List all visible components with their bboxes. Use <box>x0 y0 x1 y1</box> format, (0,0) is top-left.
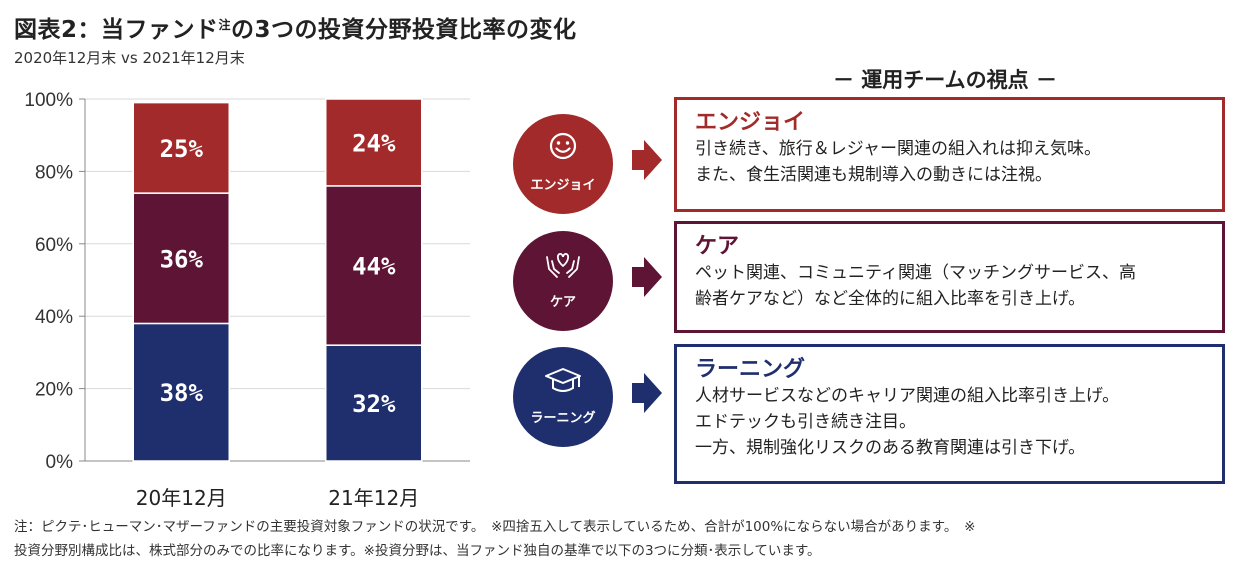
bar-segment <box>132 101 230 194</box>
y-tick-label: 0% <box>46 452 74 473</box>
data-label: 38% <box>160 379 204 407</box>
graduation-cap-icon <box>545 368 581 392</box>
y-tick-label: 100% <box>24 90 73 111</box>
care-view-box: ケア ペット関連、コミュニティ関連（マッチングサービス、高 齢者ケアなど）など全… <box>674 221 1225 333</box>
enjoy-view-box: エンジョイ 引き続き、旅行＆レジャー関連の組入れは抑え気味。 また、食生活関連も… <box>674 97 1225 212</box>
care-view-line: 齢者ケアなど）など全体的に組入比率を引き上げ。 <box>695 289 1086 309</box>
learning-arrow-icon <box>632 373 662 413</box>
care-arrow-icon <box>632 257 662 297</box>
learning-view-line: 一方、規制強化リスクのある教育関連は引き下げ。 <box>695 438 1086 458</box>
page-subtitle: 2020年12月末 vs 2021年12月末 <box>14 49 245 67</box>
care-circle-label: ケア <box>549 295 576 310</box>
learning-view-line: エドテックも引き続き注目。 <box>695 412 916 432</box>
title-note-marker: 注 <box>218 18 232 32</box>
footnote-line: 投資分野別構成比は、株式部分のみでの比率になります。※投資分野は、当ファンド独自… <box>14 543 821 559</box>
bar-segment <box>325 185 423 346</box>
learning-view-title: ラーニング <box>695 357 806 382</box>
enjoy-view-line: また、食生活関連も規制導入の動きには注視。 <box>695 165 1052 185</box>
y-tick-label: 60% <box>35 235 73 256</box>
enjoy-circle-label: エンジョイ <box>530 178 596 193</box>
y-tick-label: 20% <box>35 380 73 401</box>
care-view-line: ペット関連、コミュニティ関連（マッチングサービス、高 <box>695 263 1136 283</box>
team-view-heading: － 運用チームの視点 － <box>833 68 1057 92</box>
bar-segment <box>325 344 423 462</box>
heart-hands-icon <box>546 253 580 278</box>
enjoy-circle: エンジョイ <box>513 114 613 214</box>
bar-segment <box>132 192 230 325</box>
data-label: 32% <box>352 390 396 418</box>
y-tick-label: 80% <box>35 162 73 183</box>
enjoy-arrow-icon <box>632 140 662 180</box>
enjoy-view-line: 引き続き、旅行＆レジャー関連の組入れは抑え気味。 <box>695 139 1101 159</box>
learning-view-line: 人材サービスなどのキャリア関連の組入比率引き上げ。 <box>695 386 1120 406</box>
data-label: 24% <box>352 129 396 157</box>
x-tick-label: 20年12月 <box>136 486 227 510</box>
learning-circle-label: ラーニング <box>530 411 596 426</box>
data-label: 44% <box>352 253 396 281</box>
data-label: 25% <box>160 135 204 163</box>
y-tick-label: 40% <box>35 307 73 328</box>
bar-segment <box>132 322 230 462</box>
data-label: 36% <box>160 245 204 273</box>
smile-icon <box>549 132 577 160</box>
page-title: 図表2：当ファンド注の3つの投資分野投資比率の変化 <box>14 17 577 43</box>
care-view-title: ケア <box>695 234 740 259</box>
x-tick-label: 21年12月 <box>328 486 419 510</box>
stacked-bar-chart: 0% 20% 40% 60% 80% 100% 38% 36% 25% 20年12月 32% 44% 2… <box>24 90 470 510</box>
learning-circle: ラーニング <box>513 347 613 447</box>
bar-segment <box>325 98 423 187</box>
care-circle: ケア <box>513 231 613 331</box>
enjoy-view-title: エンジョイ <box>695 110 806 135</box>
footnote-line: 注：ピクテ･ヒューマン･マザーファンドの主要投資対象ファンドの状況です。 ※四捨… <box>14 519 976 535</box>
learning-view-box: ラーニング 人材サービスなどのキャリア関連の組入比率引き上げ。 エドテックも引き… <box>674 344 1225 484</box>
